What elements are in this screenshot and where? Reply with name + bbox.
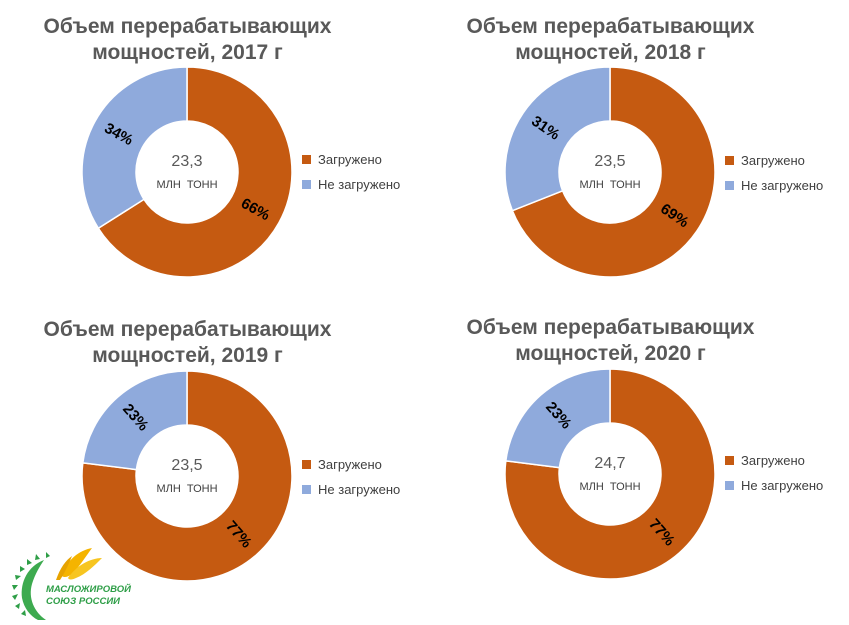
legend-item-unloaded: Не загружено (302, 172, 400, 197)
legend-item-loaded: Загружено (725, 148, 823, 173)
chart-title-line-2: мощностей, 2020 г (515, 342, 706, 365)
logo-leaf-icon (56, 548, 102, 580)
chart-title-line-2: мощностей, 2019 г (92, 344, 283, 367)
slice-loaded (504, 368, 716, 580)
logo-text-line-1: МАСЛОЖИРОВОЙ (46, 583, 131, 595)
legend-swatch-loaded (725, 156, 734, 165)
center-unit: МЛН ТОНН (156, 483, 217, 495)
legend-label-loaded: Загружено (741, 153, 805, 168)
center-value: 23,5 (171, 457, 202, 474)
legend-label-loaded: Загружено (741, 453, 805, 468)
center-unit: МЛН ТОНН (579, 179, 640, 191)
center-unit: МЛН ТОНН (156, 179, 217, 191)
legend-swatch-unloaded (302, 180, 311, 189)
legend-swatch-unloaded (725, 181, 734, 190)
chart-title-line-2: мощностей, 2018 г (515, 41, 706, 64)
slice-loaded (97, 66, 293, 278)
legend-item-loaded: Загружено (302, 147, 400, 172)
center-value: 24,7 (594, 455, 625, 472)
chart-title: Объем перерабатывающих мощностей, 2018 г (443, 14, 778, 66)
legend-item-loaded: Загружено (302, 452, 400, 477)
chart-title-line-1: Объем перерабатывающих (466, 316, 755, 339)
chart-title: Объем перерабатывающих мощностей, 2020 г (443, 315, 778, 367)
legend-label-loaded: Загружено (318, 457, 382, 472)
slice-unloaded (504, 368, 611, 469)
chart-title: Объем перерабатывающих мощностей, 2019 г (20, 317, 355, 369)
legend-2019: Загружено Не загружено (302, 452, 400, 502)
legend-item-unloaded: Не загружено (725, 473, 823, 498)
legend-swatch-unloaded (725, 481, 734, 490)
legend-2020: Загружено Не загружено (725, 448, 823, 498)
slice-loaded (511, 66, 716, 278)
legend-label-unloaded: Не загружено (318, 177, 401, 192)
chart-title-line-1: Объем перерабатывающих (466, 15, 755, 38)
slice-unloaded (504, 66, 611, 212)
legend-swatch-unloaded (302, 485, 311, 494)
legend-item-loaded: Загружено (725, 448, 823, 473)
masloboy-union-logo: МАСЛОЖИРОВОЙ СОЮЗ РОССИИ (12, 548, 131, 620)
center-value: 23,5 (594, 153, 625, 170)
slice-unloaded (81, 66, 188, 230)
legend-label-unloaded: Не загружено (318, 482, 401, 497)
slice-unloaded (81, 370, 188, 471)
chart-title: Объем перерабатывающих мощностей, 2017 г (20, 14, 355, 66)
center-unit: МЛН ТОНН (579, 481, 640, 493)
legend-item-unloaded: Не загружено (302, 477, 400, 502)
legend-label-loaded: Загружено (318, 152, 382, 167)
chart-title-line-1: Объем перерабатывающих (43, 318, 332, 341)
legend-swatch-loaded (302, 460, 311, 469)
logo-gear-icon (12, 552, 50, 620)
slice-loaded (81, 370, 293, 582)
legend-2018: Загружено Не загружено (725, 148, 823, 198)
legend-item-unloaded: Не загружено (725, 173, 823, 198)
legend-2017: Загружено Не загружено (302, 147, 400, 197)
legend-swatch-loaded (725, 456, 734, 465)
legend-label-unloaded: Не загружено (741, 478, 824, 493)
logo-text-line-2: СОЮЗ РОССИИ (46, 596, 120, 607)
chart-title-line-1: Объем перерабатывающих (43, 15, 332, 38)
center-value: 23,3 (171, 153, 202, 170)
legend-label-unloaded: Не загружено (741, 178, 824, 193)
chart-title-line-2: мощностей, 2017 г (92, 41, 283, 64)
legend-swatch-loaded (302, 155, 311, 164)
